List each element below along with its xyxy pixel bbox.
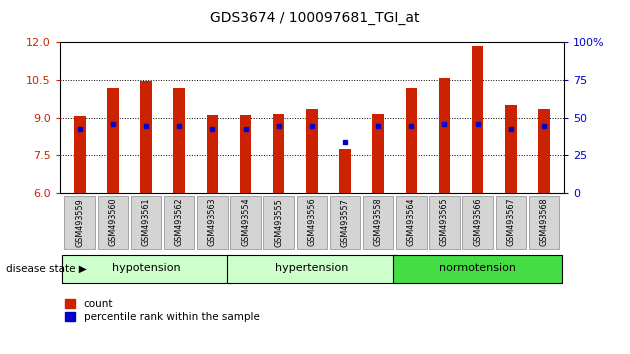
- FancyBboxPatch shape: [64, 196, 95, 249]
- Text: normotension: normotension: [439, 263, 516, 273]
- FancyBboxPatch shape: [263, 196, 294, 249]
- Text: disease state ▶: disease state ▶: [6, 263, 87, 273]
- FancyBboxPatch shape: [462, 196, 493, 249]
- FancyBboxPatch shape: [231, 196, 261, 249]
- FancyBboxPatch shape: [227, 255, 396, 283]
- Text: GSM493567: GSM493567: [507, 198, 515, 246]
- FancyBboxPatch shape: [62, 255, 231, 283]
- Bar: [107, 88, 118, 193]
- Bar: [273, 114, 285, 193]
- Text: GSM493566: GSM493566: [473, 198, 482, 246]
- Text: GSM493560: GSM493560: [108, 198, 117, 246]
- FancyBboxPatch shape: [429, 196, 460, 249]
- Text: GSM493563: GSM493563: [208, 198, 217, 246]
- Text: hypotension: hypotension: [112, 263, 180, 273]
- Bar: [505, 105, 517, 193]
- FancyBboxPatch shape: [393, 255, 562, 283]
- Legend: count, percentile rank within the sample: count, percentile rank within the sample: [65, 299, 260, 322]
- Text: GSM493559: GSM493559: [75, 198, 84, 246]
- Bar: [240, 115, 251, 193]
- Text: GDS3674 / 100097681_TGI_at: GDS3674 / 100097681_TGI_at: [210, 11, 420, 25]
- Text: hypertension: hypertension: [275, 263, 348, 273]
- FancyBboxPatch shape: [297, 196, 327, 249]
- FancyBboxPatch shape: [496, 196, 526, 249]
- Text: GSM493561: GSM493561: [142, 198, 151, 246]
- Text: GSM493564: GSM493564: [407, 198, 416, 246]
- FancyBboxPatch shape: [363, 196, 393, 249]
- Bar: [538, 109, 550, 193]
- Bar: [74, 116, 86, 193]
- Text: GSM493557: GSM493557: [340, 198, 350, 246]
- Text: GSM493568: GSM493568: [539, 198, 549, 246]
- Bar: [406, 88, 417, 193]
- Bar: [438, 78, 450, 193]
- Text: GSM493565: GSM493565: [440, 198, 449, 246]
- Text: GSM493558: GSM493558: [374, 198, 382, 246]
- FancyBboxPatch shape: [98, 196, 128, 249]
- Bar: [140, 81, 152, 193]
- Bar: [207, 115, 218, 193]
- FancyBboxPatch shape: [529, 196, 559, 249]
- Bar: [306, 109, 318, 193]
- Bar: [472, 46, 483, 193]
- Bar: [372, 114, 384, 193]
- FancyBboxPatch shape: [131, 196, 161, 249]
- FancyBboxPatch shape: [197, 196, 227, 249]
- Bar: [173, 88, 185, 193]
- Bar: [339, 149, 351, 193]
- Text: GSM493562: GSM493562: [175, 198, 184, 246]
- Text: GSM493555: GSM493555: [274, 198, 284, 246]
- FancyBboxPatch shape: [164, 196, 195, 249]
- Text: GSM493554: GSM493554: [241, 198, 250, 246]
- Text: GSM493556: GSM493556: [307, 198, 316, 246]
- FancyBboxPatch shape: [396, 196, 427, 249]
- FancyBboxPatch shape: [329, 196, 360, 249]
